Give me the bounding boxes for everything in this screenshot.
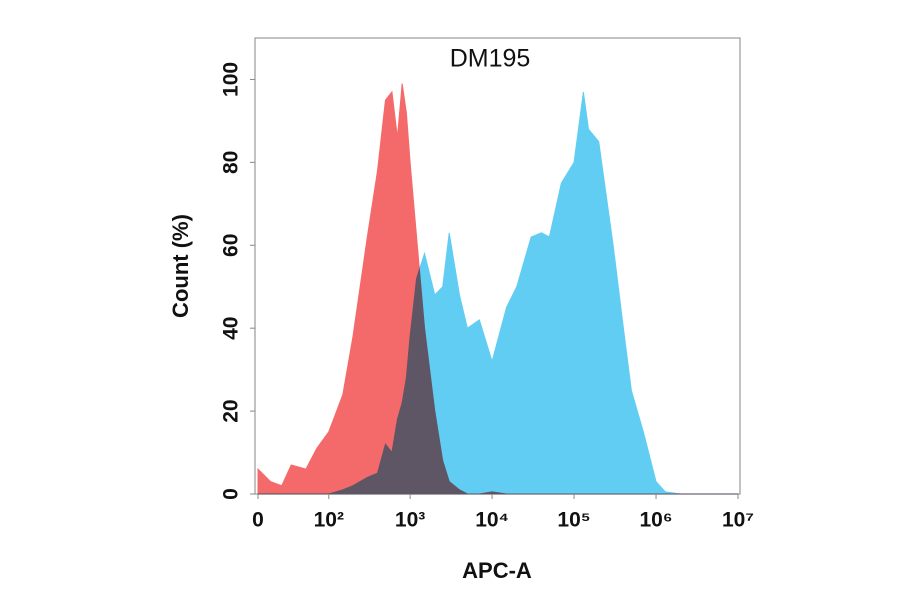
x-tick-label: 10² xyxy=(314,509,344,532)
y-tick-label: 80 xyxy=(220,151,243,174)
x-axis-label: APC-A xyxy=(462,558,532,583)
x-tick-label: 10⁷ xyxy=(722,509,754,532)
chart-title: DM195 xyxy=(450,45,531,73)
x-tick-label: 10⁴ xyxy=(475,509,509,532)
y-tick-label: 100 xyxy=(220,62,243,97)
y-tick-label: 0 xyxy=(220,488,243,500)
x-tick-label: 0 xyxy=(252,509,264,532)
plot-area xyxy=(257,83,738,495)
x-tick-label: 10⁵ xyxy=(557,509,590,532)
histogram-area xyxy=(257,83,738,495)
y-tick-label: 20 xyxy=(220,399,243,422)
y-tick-label: 40 xyxy=(220,317,243,340)
x-tick-label: 10³ xyxy=(395,509,425,532)
x-tick-label: 10⁶ xyxy=(640,509,673,532)
y-tick-label: 60 xyxy=(220,234,243,257)
y-axis-label: Count (%) xyxy=(168,214,193,318)
